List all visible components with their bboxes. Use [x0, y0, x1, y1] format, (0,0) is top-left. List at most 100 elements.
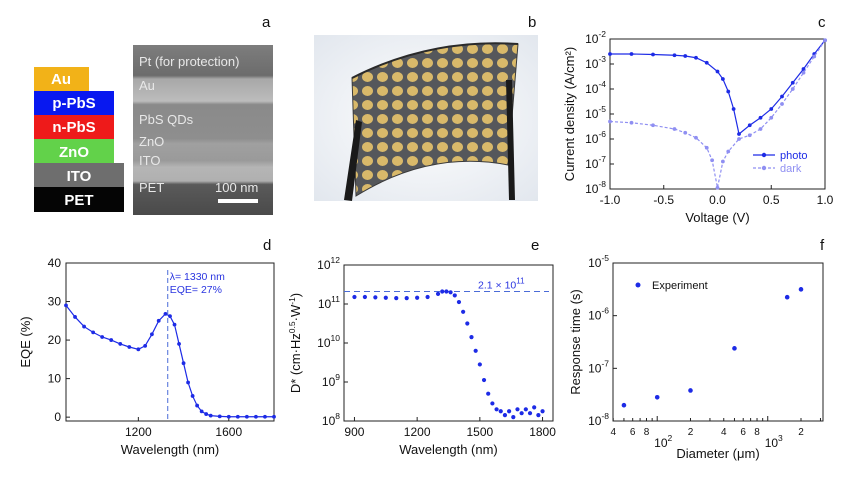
panel-letter-a: a — [262, 14, 271, 31]
y-tick-label: 10-6 — [588, 306, 609, 323]
data-point-eqe — [190, 394, 195, 398]
data-point-dark — [704, 145, 709, 150]
tweezer-left — [344, 120, 362, 201]
data-point-detectivity — [502, 413, 508, 418]
x-minor-tick-label: 2 — [688, 427, 694, 438]
data-point-eqe — [150, 332, 154, 337]
data-point-detectivity — [507, 409, 512, 414]
data-point-response-time — [798, 287, 804, 292]
data-point-eqe — [217, 414, 222, 419]
y-tick-label: 10-8 — [588, 411, 609, 428]
data-point-detectivity — [532, 405, 537, 410]
x-minor-tick-label: 4 — [610, 427, 616, 438]
data-point-detectivity — [435, 291, 441, 296]
data-point-detectivity — [469, 335, 474, 340]
chart-eqe: 1200 1600 0 10 20 30 40 Wavelength (nm) EQE (%) λ… — [18, 256, 276, 457]
data-point-detectivity — [415, 295, 420, 300]
data-point-detectivity — [473, 348, 478, 353]
peak-annotation-wavelength: λ= 1330 nm — [170, 271, 225, 283]
x-tick-label: 1200 — [404, 425, 431, 439]
data-point-eqe — [226, 414, 231, 419]
y-tick-label: 1012 — [317, 255, 340, 272]
data-point-eqe — [91, 330, 96, 335]
series-line-eqe — [65, 305, 274, 418]
data-point-dark — [683, 130, 688, 135]
data-point-photo — [747, 123, 752, 128]
data-point-photo — [715, 69, 720, 74]
data-point-dark — [726, 149, 731, 154]
x-minor-tick-label: 6 — [740, 427, 746, 438]
x-minor-tick-label: 6 — [630, 427, 636, 438]
x-tick-label: 1800 — [529, 425, 556, 439]
data-point-eqe — [208, 413, 213, 418]
y-axis-label: Current density (A/cm²) — [562, 47, 577, 181]
chart-detectivity: 900 1200 1500 1800 108 109 1010 1011 1012 Wavelen… — [287, 255, 556, 457]
data-point-dark — [710, 158, 715, 163]
data-point-eqe — [263, 414, 267, 419]
y-tick-label: 1010 — [317, 333, 340, 350]
data-point-photo — [694, 55, 698, 60]
y-tick-label: 10-5 — [585, 104, 606, 121]
data-point-eqe — [244, 414, 249, 419]
data-point-photo — [780, 94, 784, 99]
data-point-photo — [790, 80, 795, 85]
sem-cross-section: Pt (for protection) Au PbS QDs ZnO ITO P… — [133, 45, 273, 215]
panel-letter-f: f — [820, 237, 825, 254]
data-point-detectivity — [425, 294, 430, 300]
sem-label-au: Au — [139, 78, 155, 93]
data-point-detectivity — [481, 377, 487, 383]
y-tick-label: 10-6 — [585, 129, 606, 146]
data-point-detectivity — [527, 411, 533, 416]
legend-label-dark: dark — [780, 163, 802, 175]
chart-f-frame — [612, 262, 824, 422]
data-point-detectivity — [519, 411, 524, 416]
data-point-eqe — [127, 345, 132, 349]
data-point-photo — [704, 60, 709, 65]
data-point-detectivity — [352, 294, 357, 300]
data-point-dark — [737, 137, 741, 141]
data-point-eqe — [254, 414, 258, 419]
data-point-eqe — [100, 335, 105, 339]
legend-marker-experiment — [635, 282, 641, 288]
data-point-detectivity — [498, 409, 503, 414]
data-point-eqe — [73, 315, 77, 319]
stack-label-zno: ZnO — [59, 144, 89, 161]
data-point-photo — [672, 53, 677, 58]
x-minor-tick-label: 8 — [644, 427, 650, 438]
sem-label-ito: ITO — [139, 153, 160, 168]
data-point-detectivity — [444, 289, 449, 294]
y-tick-label: 1011 — [318, 294, 340, 311]
data-point-detectivity — [394, 296, 399, 301]
y-tick-label: 20 — [48, 333, 62, 347]
data-point-dark — [790, 87, 795, 91]
y-tick-label: 10-3 — [585, 54, 606, 71]
y-tick-label: 40 — [48, 256, 62, 270]
y-tick-label: 10 — [48, 372, 62, 386]
x-axis-label: Wavelength (nm) — [121, 442, 220, 457]
data-point-photo — [769, 107, 774, 111]
legend-label-photo: photo — [780, 150, 808, 162]
stack-layer-ito — [34, 163, 124, 187]
data-point-response-time — [784, 294, 790, 300]
data-point-photo — [737, 132, 741, 136]
data-point-dark — [720, 159, 725, 164]
y-tick-label: 10-7 — [588, 358, 609, 375]
sem-image — [133, 45, 273, 215]
stack-layer-pet — [34, 187, 124, 212]
data-point-photo — [731, 107, 736, 111]
data-point-response-time — [654, 395, 660, 400]
panel-letter-e: e — [531, 237, 539, 254]
data-point-detectivity — [490, 401, 495, 406]
data-point-dark — [672, 127, 677, 131]
data-point-detectivity — [404, 296, 409, 301]
data-point-eqe — [186, 380, 190, 385]
panel-letter-b: b — [528, 14, 536, 31]
stack-layer-zno — [34, 139, 114, 163]
data-point-photo — [651, 52, 655, 57]
x-minor-tick-label: 8 — [754, 427, 760, 438]
stack-label-ppbs: p-PbS — [52, 95, 95, 112]
data-point-photo — [720, 77, 725, 81]
chart-e-frame — [343, 264, 554, 422]
